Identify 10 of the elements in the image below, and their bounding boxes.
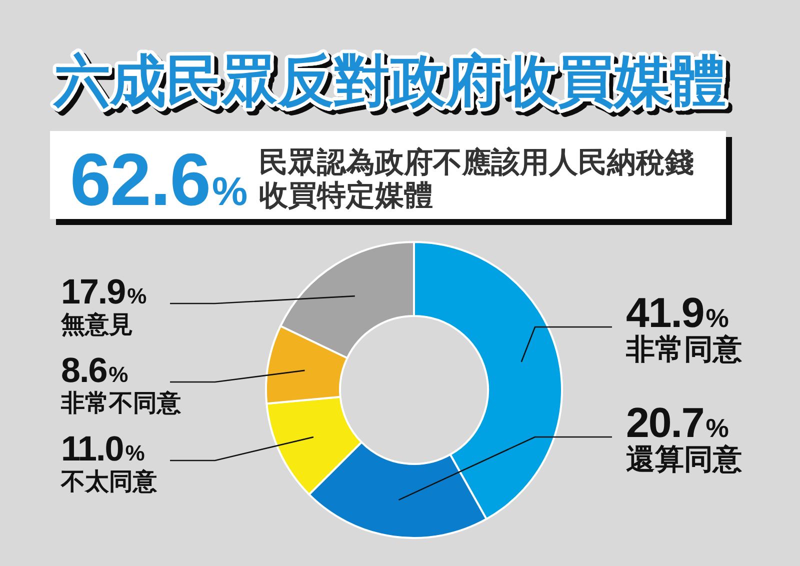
data-label: 8.6% [61,351,128,390]
category-label: 不太同意 [61,468,157,496]
category-label: 還算同意 [626,444,742,476]
category-label: 非常同意 [626,334,742,366]
category-label: 非常不同意 [61,390,181,417]
data-label: 17.9% [61,272,146,312]
annotation: 62.6% [70,138,247,221]
data-label: 11.0% [61,430,144,468]
category-label: 無意見 [61,312,133,338]
chart-subtitle: 民眾認為政府不應該用人民納稅錢收買特定媒體 [259,147,694,212]
